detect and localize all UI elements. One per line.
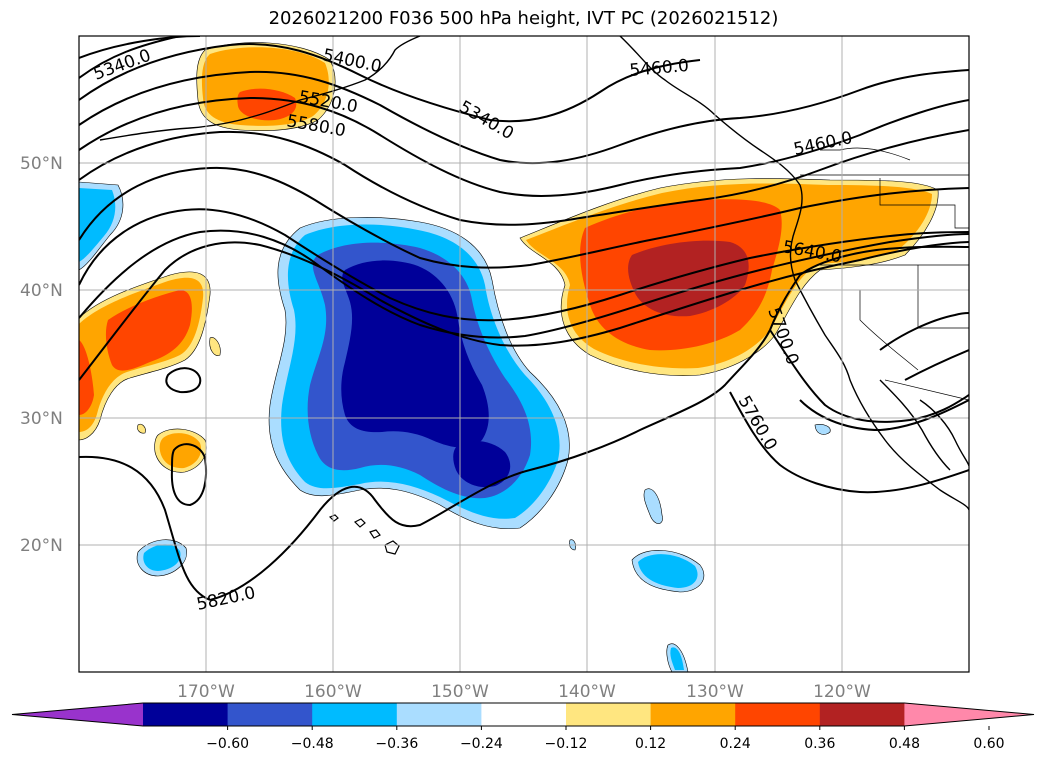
colorbar-segment <box>143 703 229 726</box>
colorbar-tick-label: 0.12 <box>635 736 666 752</box>
lon-label: 130°W <box>686 682 744 702</box>
colorbar-tick-label: 0.36 <box>804 736 835 752</box>
colorbar-tick-label: −0.48 <box>291 736 334 752</box>
colorbar-tick-label: −0.36 <box>375 736 418 752</box>
map-frame <box>78 35 970 673</box>
lon-label: 160°W <box>304 682 362 702</box>
colorbar-segment <box>396 703 482 726</box>
lon-label: 140°W <box>558 682 616 702</box>
colorbar-segment <box>227 703 313 726</box>
lat-label: 20°N <box>20 536 63 556</box>
longitude-labels: 170°W 160°W 150°W 140°W 130°W 120°W <box>177 682 871 702</box>
colorbar-segment <box>650 703 736 726</box>
lon-label: 150°W <box>431 682 489 702</box>
latitude-labels: 50°N 40°N 30°N 20°N <box>20 154 63 556</box>
lat-label: 30°N <box>20 409 63 429</box>
colorbar-tick-label: −0.12 <box>545 736 588 752</box>
colorbar-segment <box>312 703 398 726</box>
map-gridlines <box>79 36 969 672</box>
colorbar-segment <box>819 703 905 726</box>
colorbar-tick-label: 0.24 <box>720 736 751 752</box>
map-title: 2026021200 F036 500 hPa height, IVT PC (… <box>268 8 779 29</box>
colorbar-segment <box>735 703 821 726</box>
lat-label: 50°N <box>20 154 63 174</box>
colorbar-segment <box>481 703 567 726</box>
colorbar-segment <box>566 703 652 726</box>
height-contours <box>79 36 969 601</box>
colorbar-extend-high <box>904 703 1034 726</box>
lat-label: 40°N <box>20 281 63 301</box>
map-plot-area <box>79 36 969 672</box>
colorbar-outline <box>11 702 1035 727</box>
colorbar-tick-label: −0.60 <box>206 736 249 752</box>
colorbar: −0.60 −0.48 −0.36 −0.24 −0.12 0.12 0.24 0.36 0.4… <box>11 702 1035 752</box>
positive-ivt-region <box>79 42 939 473</box>
lon-label: 170°W <box>177 682 235 702</box>
colorbar-extend-low <box>12 703 143 726</box>
colorbar-tick-label: 0.48 <box>889 736 920 752</box>
negative-ivt-region <box>79 181 831 672</box>
colorbar-tick-label: 0.60 <box>973 736 1004 752</box>
colorbar-tick-label: −0.24 <box>460 736 503 752</box>
lon-label: 120°W <box>813 682 871 702</box>
coastlines <box>99 36 969 511</box>
